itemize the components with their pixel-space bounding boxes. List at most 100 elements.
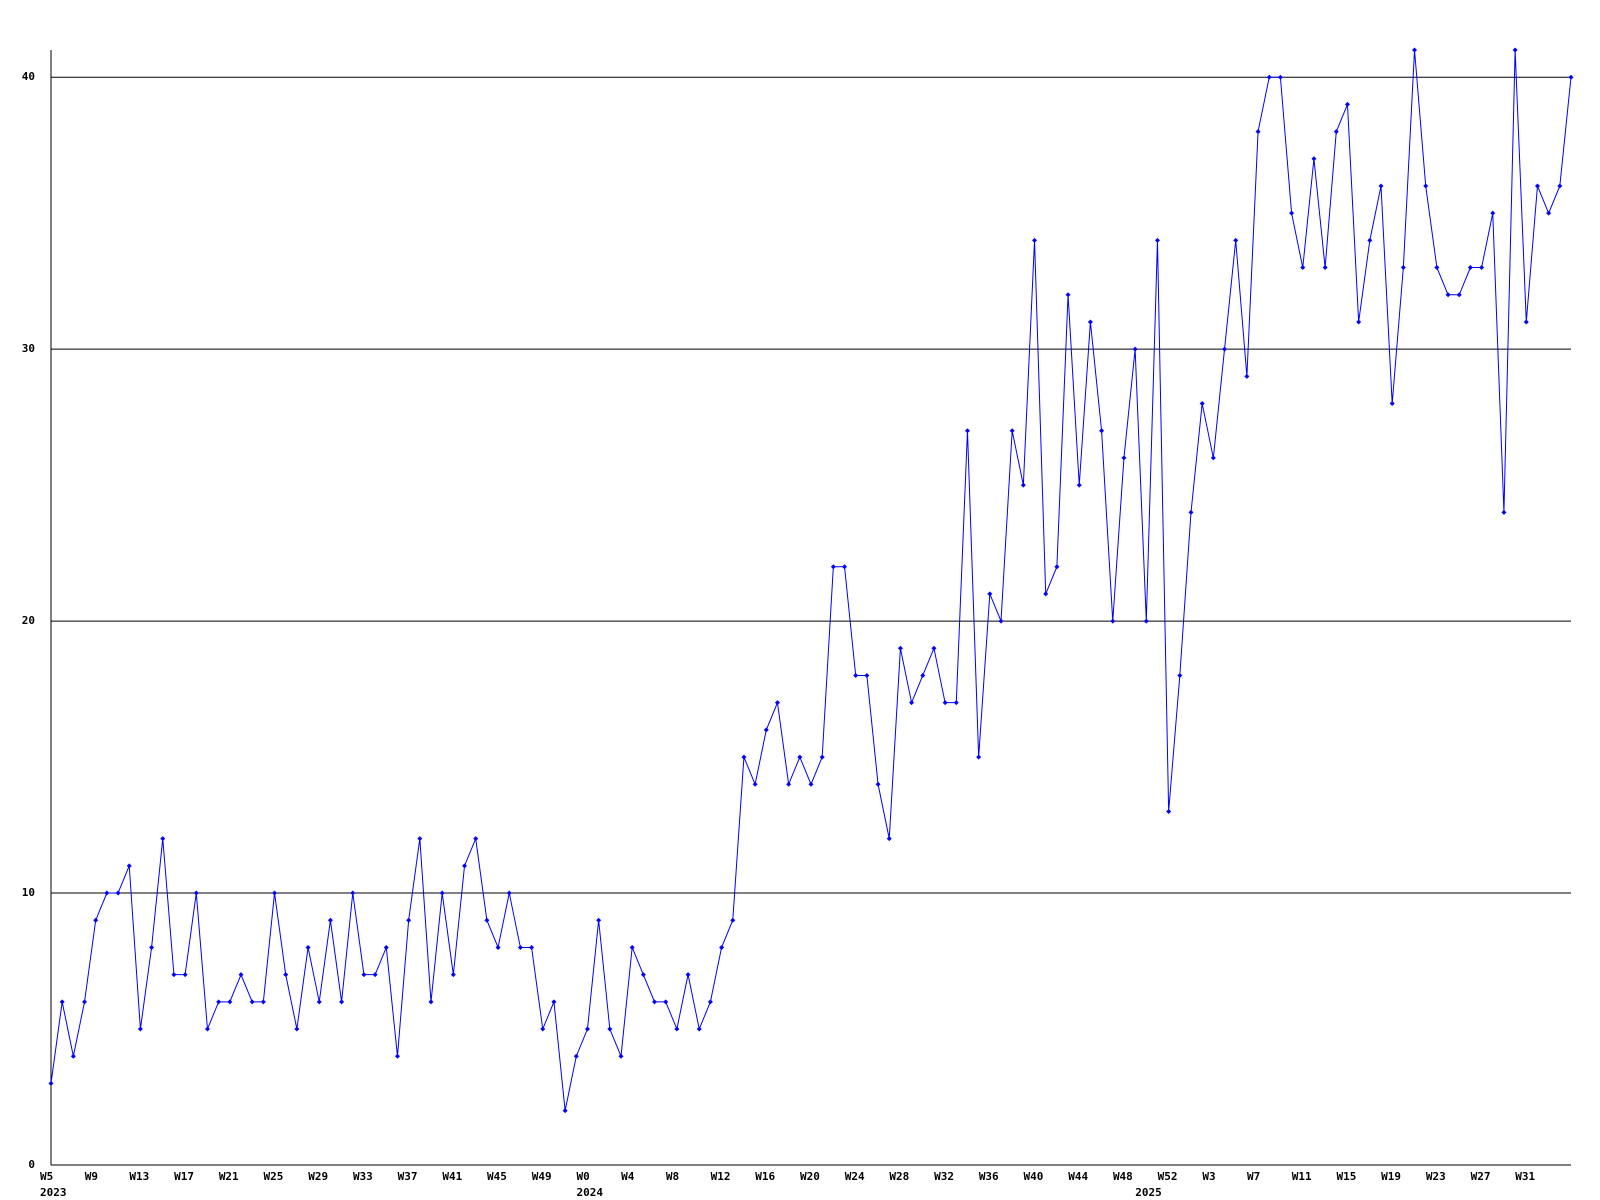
point-marker [730,917,736,923]
x-tick-label: W13 [129,1170,149,1183]
point-marker [1188,509,1194,515]
point-marker [1434,265,1440,271]
point-marker [272,890,278,896]
point-marker [327,917,333,923]
y-tick-label: 30 [22,342,35,355]
point-marker [1210,455,1216,461]
point-marker [786,781,792,787]
x-tick-label: W44 [1068,1170,1088,1183]
point-marker [842,564,848,570]
point-marker [126,863,132,869]
point-marker [1099,428,1105,434]
x-tick-label: W36 [979,1170,999,1183]
point-marker [249,999,255,1005]
point-marker [640,972,646,978]
x-tick-label: W4 [621,1170,635,1183]
point-marker [227,999,233,1005]
x-tick-label: W45 [487,1170,507,1183]
point-marker [886,836,892,842]
point-marker [529,944,535,950]
point-marker [685,972,691,978]
x-tick-label: W21 [219,1170,239,1183]
point-marker [1512,47,1518,53]
x-tick-label: W11 [1292,1170,1312,1183]
point-marker [774,700,780,706]
y-tick-label: 20 [22,614,35,627]
point-marker [428,999,434,1005]
point-marker [584,1026,590,1032]
point-marker [596,917,602,923]
x-tick-label: W25 [264,1170,284,1183]
point-marker [1143,618,1149,624]
year-label: 2023 [40,1186,67,1199]
x-tick-label: W23 [1426,1170,1446,1183]
point-marker [149,944,155,950]
point-marker [1009,428,1015,434]
point-marker [540,1026,546,1032]
point-marker [171,972,177,978]
point-marker [909,700,915,706]
point-marker [1311,156,1317,162]
point-marker [1043,591,1049,597]
point-marker [1300,265,1306,271]
point-marker [1523,319,1529,325]
point-marker [238,972,244,978]
point-marker [763,727,769,733]
point-marker [372,972,378,978]
point-marker [406,917,412,923]
y-tick-label: 0 [28,1158,35,1171]
point-marker [417,836,423,842]
x-tick-label: W20 [800,1170,820,1183]
point-marker [920,672,926,678]
point-marker [808,781,814,787]
year-label: 2025 [1135,1186,1162,1199]
point-marker [1501,509,1507,515]
point-marker [70,1053,76,1059]
point-marker [663,999,669,1005]
point-marker [1534,183,1540,189]
point-marker [1065,292,1071,298]
point-marker [1154,237,1160,243]
point-marker [1333,129,1339,135]
point-marker [1456,292,1462,298]
point-marker [495,944,501,950]
point-marker [1479,265,1485,271]
point-marker [1054,564,1060,570]
point-marker [361,972,367,978]
point-marker [1087,319,1093,325]
x-tick-label: W28 [889,1170,909,1183]
y-tick-label: 10 [22,886,35,899]
point-marker [182,972,188,978]
point-marker [1557,183,1563,189]
x-tick-label: W29 [308,1170,328,1183]
x-tick-label: W7 [1247,1170,1260,1183]
point-marker [1322,265,1328,271]
x-tick-label: W16 [755,1170,775,1183]
point-marker [394,1053,400,1059]
point-marker [339,999,345,1005]
point-marker [741,754,747,760]
y-tick-label: 40 [22,70,35,83]
point-marker [1199,401,1205,407]
x-tick-label: W9 [85,1170,98,1183]
point-marker [1467,265,1473,271]
point-marker [1110,618,1116,624]
point-marker [819,754,825,760]
point-marker [964,428,970,434]
point-marker [204,1026,210,1032]
point-marker [59,999,65,1005]
point-marker [383,944,389,950]
point-marker [953,700,959,706]
point-marker [1244,373,1250,379]
point-marker [719,944,725,950]
point-marker [216,999,222,1005]
point-marker [752,781,758,787]
point-marker [283,972,289,978]
x-tick-label: W52 [1158,1170,1178,1183]
point-marker [573,1053,579,1059]
point-marker [797,754,803,760]
point-marker [1177,672,1183,678]
point-marker [1020,482,1026,488]
point-marker [1132,346,1138,352]
